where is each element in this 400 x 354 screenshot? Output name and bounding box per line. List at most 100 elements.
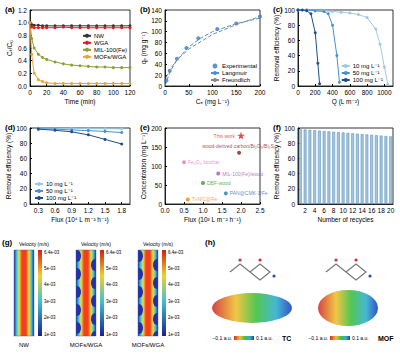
svg-text:40: 40 [288,52,296,59]
svg-text:100 mg L⁻¹: 100 mg L⁻¹ [46,195,76,201]
svg-text:0: 0 [163,89,167,96]
svg-text:8: 8 [332,207,336,214]
svg-text:DBF-wood: DBF-wood [207,180,231,186]
svg-text:40: 40 [20,170,28,177]
svg-text:0.9: 0.9 [67,207,76,214]
svg-text:0.3: 0.3 [34,207,43,214]
svg-text:Removal efficiency (%): Removal efficiency (%) [273,15,281,81]
svg-text:0.0: 0.0 [18,83,27,90]
svg-text:18: 18 [378,207,386,214]
svg-text:4: 4 [313,207,317,214]
svg-text:20: 20 [288,185,296,192]
svg-text:16: 16 [368,207,376,214]
svg-text:200: 200 [255,89,266,96]
svg-text:0.1 a.u.: 0.1 a.u. [352,335,369,341]
svg-text:10 mg L⁻¹: 10 mg L⁻¹ [46,181,73,187]
svg-text:80: 80 [20,140,28,147]
svg-text:(f): (f) [273,123,281,132]
svg-text:120: 120 [125,89,136,96]
svg-text:NW: NW [19,342,29,348]
svg-text:1.8: 1.8 [117,207,126,214]
svg-text:Fe₃O₄ biochar: Fe₃O₄ biochar [188,159,220,165]
svg-text:60: 60 [76,89,84,96]
svg-text:40: 40 [60,89,68,96]
svg-text:MOFs/WGA: MOFs/WGA [132,342,164,348]
svg-text:0.8: 0.8 [18,32,27,39]
svg-text:0.6: 0.6 [50,207,59,214]
svg-text:(h): (h) [205,238,216,247]
svg-text:80: 80 [288,140,296,147]
svg-text:1.0: 1.0 [18,19,27,26]
svg-text:10: 10 [340,207,348,214]
svg-text:Number of recycles: Number of recycles [318,216,375,224]
svg-text:1.2: 1.2 [84,207,93,214]
svg-text:200: 200 [151,125,162,132]
svg-text:0: 0 [28,89,32,96]
svg-text:Cₑ (mg L⁻¹): Cₑ (mg L⁻¹) [196,98,229,106]
svg-text:150: 150 [151,144,162,151]
svg-text:MOF: MOF [378,335,394,342]
svg-text:600: 600 [344,89,355,96]
svg-text:40: 40 [155,61,163,68]
svg-text:qₑ (mg g⁻¹): qₑ (mg g⁻¹) [140,32,148,64]
svg-text:MIL-100(Fe): MIL-100(Fe) [94,47,127,53]
svg-text:NW: NW [94,33,104,39]
svg-text:100: 100 [16,125,27,132]
svg-text:Langmuir: Langmuir [222,70,247,76]
svg-text:400: 400 [327,89,338,96]
svg-text:80: 80 [93,89,101,96]
svg-text:10 mg L⁻¹: 10 mg L⁻¹ [353,63,380,69]
svg-text:20: 20 [155,72,163,79]
svg-text:Velocity (m/s): Velocity (m/s) [143,241,173,247]
svg-text:1.2: 1.2 [18,7,27,14]
svg-text:6.4e-03: 6.4e-03 [106,250,122,255]
svg-text:0.0: 0.0 [160,207,169,214]
svg-text:0.2: 0.2 [18,70,27,77]
svg-text:4e-03: 4e-03 [168,282,180,287]
svg-text:1.5: 1.5 [217,207,226,214]
svg-text:0.6: 0.6 [18,45,27,52]
svg-text:−0.1 a.u.: −0.1 a.u. [308,335,328,341]
svg-text:60: 60 [288,155,296,162]
svg-text:6: 6 [322,207,326,214]
svg-text:2e-03: 2e-03 [106,315,118,320]
svg-text:Velocity (m/s): Velocity (m/s) [81,241,111,247]
svg-text:200: 200 [310,89,321,96]
svg-text:TC: TC [282,335,291,342]
svg-text:100 mg L⁻¹: 100 mg L⁻¹ [353,77,383,83]
svg-text:2e-03: 2e-03 [44,315,56,320]
svg-text:MOFs/WGA: MOFs/WGA [94,54,126,60]
svg-text:50 mg L⁻¹: 50 mg L⁻¹ [46,188,73,194]
svg-text:Flux (10³ L m⁻² h⁻¹): Flux (10³ L m⁻² h⁻¹) [184,216,241,224]
svg-text:50 mg L⁻¹: 50 mg L⁻¹ [353,70,380,76]
svg-text:Concentration (mg L⁻¹): Concentration (mg L⁻¹) [140,133,148,200]
svg-text:Freundlich: Freundlich [222,77,250,83]
svg-text:0.4: 0.4 [18,57,27,64]
svg-text:Ti-N/C@Fe: Ti-N/C@Fe [192,196,217,202]
svg-text:150: 150 [231,89,242,96]
svg-text:0: 0 [291,83,295,90]
svg-text:Q (L m⁻²): Q (L m⁻²) [332,98,359,106]
svg-text:Removal efficiency (%): Removal efficiency (%) [5,133,13,199]
svg-text:3e-03: 3e-03 [44,299,56,304]
svg-text:Experimental: Experimental [222,63,257,69]
svg-text:1.5: 1.5 [100,207,109,214]
svg-text:6.4e-03: 6.4e-03 [168,250,184,255]
svg-text:20: 20 [20,185,28,192]
svg-text:(a): (a) [5,5,15,14]
svg-text:(e): (e) [140,123,150,132]
svg-text:20: 20 [43,89,51,96]
svg-text:100: 100 [284,125,295,132]
svg-text:1e-03: 1e-03 [168,332,180,337]
svg-text:60: 60 [288,37,296,44]
svg-text:5e-03: 5e-03 [168,266,180,271]
svg-text:0: 0 [23,201,27,208]
svg-text:120: 120 [151,17,162,24]
svg-text:12: 12 [349,207,357,214]
svg-text:14: 14 [359,207,367,214]
svg-text:Flux (10⁴ L m⁻² h⁻¹): Flux (10⁴ L m⁻² h⁻¹) [51,216,108,224]
svg-text:2e-03: 2e-03 [168,315,180,320]
svg-text:100: 100 [284,7,295,14]
svg-text:Velocity (m/s): Velocity (m/s) [19,241,49,247]
svg-text:3e-03: 3e-03 [106,299,118,304]
